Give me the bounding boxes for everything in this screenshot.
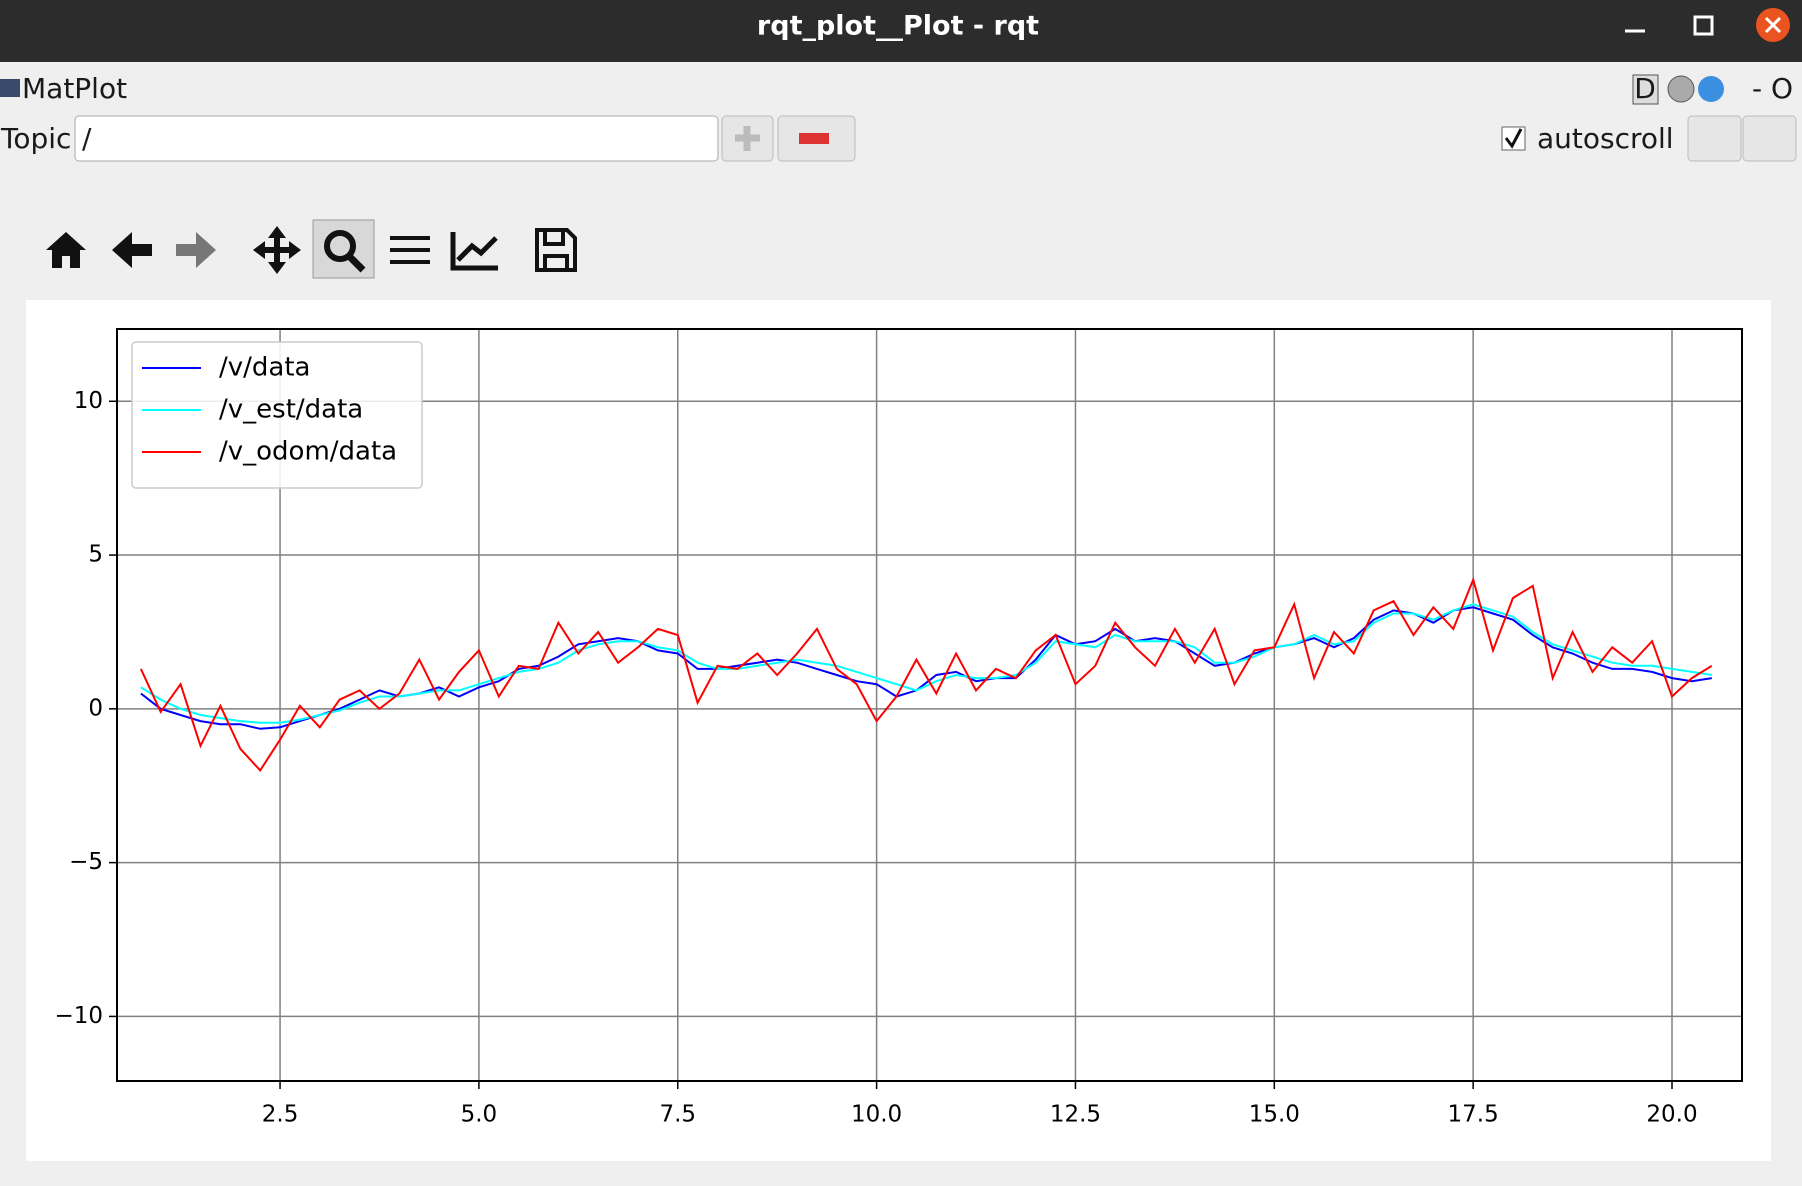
topic-value: / [82, 122, 92, 155]
series-line [140, 603, 1712, 724]
x-tick-label: 12.5 [1050, 1102, 1101, 1128]
home-button[interactable] [46, 232, 86, 268]
plot-area: 2.5 5.0 7.5 10.0 12.5 15.0 17.5 20.0 −10 −5 0 5 10/v… [54, 328, 1743, 1128]
legend-box [131, 341, 423, 489]
plot-frame [116, 328, 1743, 1082]
legend-label: /v_odom/data [219, 437, 397, 467]
title-bar [0, 0, 1802, 62]
series-line [139, 576, 1713, 773]
zoom-handle [346, 253, 366, 273]
autoscroll-label: autoscroll [1537, 122, 1674, 155]
zoom-icon [324, 230, 356, 262]
help-button[interactable] [1698, 76, 1724, 102]
x-tick-label: 2.5 [262, 1102, 299, 1128]
x-tick-label: 20.0 [1646, 1102, 1697, 1128]
back-button[interactable] [112, 232, 152, 268]
forward-button[interactable] [176, 232, 216, 268]
configure-button[interactable] [390, 236, 430, 264]
x-tick-label: 5.0 [461, 1102, 498, 1128]
x-tick-label: 7.5 [659, 1102, 696, 1128]
y-tick-label: −10 [54, 1003, 103, 1029]
plot-toolbar [46, 219, 577, 279]
clear-button[interactable] [1742, 115, 1797, 162]
window-title: rqt_plot__Plot - rqt [757, 11, 1039, 42]
pause-button[interactable] [1687, 115, 1742, 162]
legend-label: /v_est/data [219, 395, 363, 425]
axes-button[interactable] [450, 232, 498, 271]
pan-button[interactable] [253, 226, 301, 274]
zoom-button[interactable] [312, 219, 375, 279]
x-tick-label: 10.0 [851, 1102, 902, 1128]
remove-icon [799, 133, 829, 144]
x-tick-label: 17.5 [1448, 1102, 1499, 1128]
plugin-name: MatPlot [22, 72, 127, 105]
y-tick-label: 10 [74, 388, 103, 414]
plugin-right-controls: - O [1752, 72, 1793, 105]
y-tick-label: −5 [69, 849, 103, 875]
save-button[interactable] [535, 228, 577, 272]
check-mark [1504, 128, 1523, 149]
plugin-d-button[interactable] [1632, 74, 1659, 105]
legend-label: /v/data [219, 353, 310, 383]
add-icon [735, 126, 760, 151]
plugin-d-label: D [1634, 72, 1656, 105]
settings-button[interactable] [1667, 75, 1695, 103]
close-icon [1764, 16, 1782, 34]
y-tick-label: 0 [88, 695, 103, 721]
topic-label: Topic [0, 122, 71, 155]
maximize-button[interactable] [1693, 15, 1714, 36]
x-tick-label: 15.0 [1249, 1102, 1300, 1128]
plugin-icon [0, 79, 20, 97]
y-tick-label: 5 [88, 542, 103, 568]
topic-input[interactable] [74, 115, 719, 162]
